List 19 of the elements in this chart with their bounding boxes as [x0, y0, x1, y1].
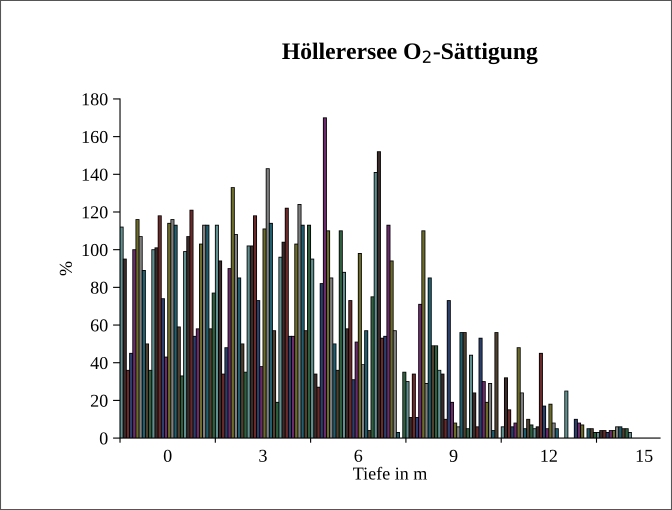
x-tick-label: 6 — [354, 450, 362, 462]
y-axis-title: % — [60, 262, 72, 276]
y-tick-label: 40 — [90, 356, 108, 370]
y-tick-label: 140 — [82, 168, 108, 181]
x-tick-label: 0 — [164, 450, 172, 462]
y-tick-label: 120 — [82, 206, 108, 218]
y-tick-label: 80 — [90, 282, 108, 294]
x-axis-title: Tiefe in m — [353, 466, 428, 480]
y-tick-label: 20 — [90, 394, 108, 407]
y-tick-label: 180 — [82, 93, 108, 106]
y-tick-label: 100 — [82, 244, 108, 256]
x-tick-label: 3 — [259, 450, 267, 462]
x-tick-label: 9 — [450, 450, 458, 462]
y-tick-label: 160 — [82, 130, 108, 144]
y-tick-label: 0 — [100, 432, 108, 445]
x-tick-label: 12 — [541, 450, 557, 462]
x-tick-label: 15 — [636, 450, 652, 462]
chart-title: Höllerersee O$_{2}$-Sättigung — [282, 42, 538, 64]
y-tick-label: 60 — [90, 319, 108, 332]
